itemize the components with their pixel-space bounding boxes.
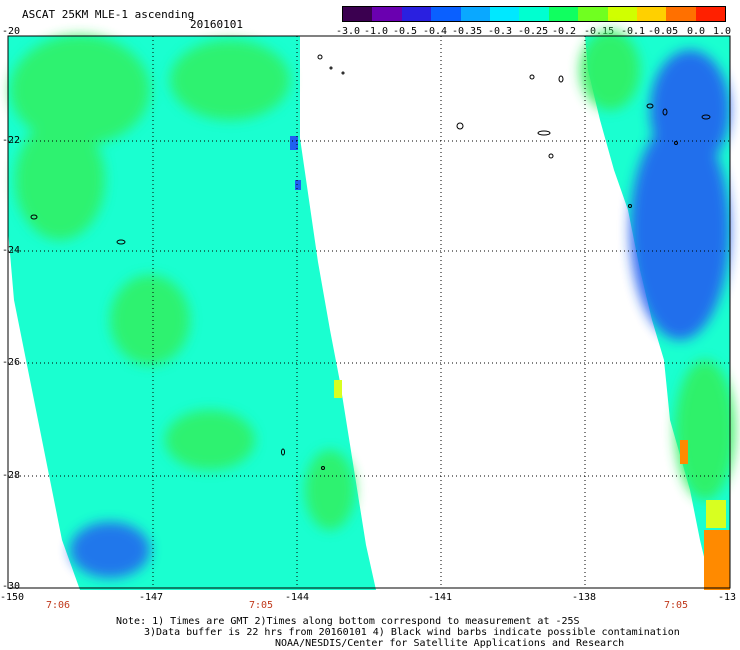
colorbar-seg-4 [460, 7, 490, 21]
time-label: 7:06 [46, 600, 71, 611]
lon-label: -147 [139, 592, 164, 603]
colorbar-seg-1 [372, 7, 402, 21]
colorbar-seg-8 [578, 7, 608, 21]
map-title: ASCAT 25KM MLE-1 ascending [22, 8, 195, 21]
colorbar-seg-0 [343, 7, 373, 21]
lon-label: -13 [718, 592, 737, 603]
left-swath [8, 35, 376, 590]
lat-lon-grid [8, 36, 730, 588]
lat-label: -28 [2, 470, 21, 481]
lat-label: -22 [2, 135, 21, 146]
lon-label: -138 [572, 592, 597, 603]
colorbar-seg-5 [489, 7, 520, 21]
time-label: 7:05 [664, 600, 689, 611]
colorbar-label: -0.05 [648, 26, 679, 37]
colorbar-label: -0.15 [584, 26, 615, 37]
colorbar-label: -0.4 [423, 26, 448, 37]
colorbar-seg-10 [636, 7, 667, 21]
colorbar-seg-12 [695, 7, 726, 21]
lat-label: -30 [2, 581, 21, 592]
islands [30, 54, 711, 470]
colorbar-label: -0.1 [621, 26, 646, 37]
colorbar-seg-6 [519, 7, 549, 21]
note-line-3: NOAA/NESDIS/Center for Satellite Applica… [275, 638, 625, 649]
colorbar-label: 0.0 [687, 26, 706, 37]
colorbar-label: -0.25 [518, 26, 549, 37]
colorbar-label: -0.35 [452, 26, 483, 37]
lon-label: -144 [285, 592, 310, 603]
lon-label: -141 [428, 592, 453, 603]
lon-label: -150 [0, 592, 25, 603]
colorbar-seg-11 [666, 7, 696, 21]
colorbar-label: -0.5 [393, 26, 418, 37]
colorbar-label: -1.0 [364, 26, 389, 37]
colorbar-label: -0.3 [488, 26, 513, 37]
note-line-1: Note: 1) Times are GMT 2)Times along bot… [116, 616, 580, 627]
colorbar-label: -3.0 [336, 26, 361, 37]
colorbar [342, 6, 726, 22]
note-line-2: 3)Data buffer is 22 hrs from 20160101 4)… [144, 627, 680, 638]
map-frame [7, 35, 731, 589]
time-label: 7:05 [249, 600, 274, 611]
colorbar-seg-2 [401, 7, 432, 21]
colorbar-seg-7 [548, 7, 579, 21]
colorbar-seg-9 [607, 7, 637, 21]
right-swath [580, 30, 735, 590]
colorbar-label: -0.2 [552, 26, 577, 37]
colorbar-seg-3 [431, 7, 461, 21]
lat-label: -20 [2, 26, 21, 37]
lat-label: -24 [2, 245, 21, 256]
lat-label: -26 [2, 357, 21, 368]
map-date: 20160101 [190, 18, 243, 31]
colorbar-label: 1.0 [713, 26, 732, 37]
